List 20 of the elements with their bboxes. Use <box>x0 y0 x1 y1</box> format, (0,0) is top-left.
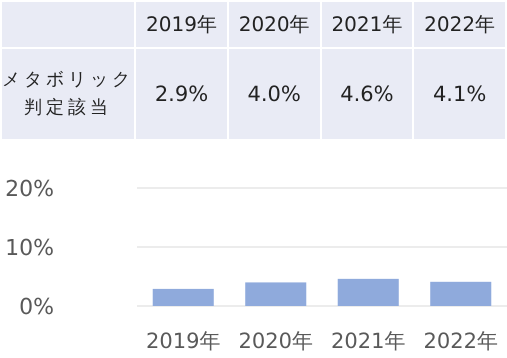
bar <box>338 278 399 306</box>
y-tick-label: 0% <box>19 295 54 320</box>
data-label: 2.9% <box>135 48 228 140</box>
category-label: 2022年 <box>424 12 496 36</box>
text: メタボリック判定該当 <box>1 48 136 140</box>
y-tick-label: 10% <box>5 236 54 261</box>
x-tick-label: 2022年 <box>424 329 498 353</box>
category-label: 2019年 <box>146 12 217 36</box>
data-label: 4.6% <box>320 48 414 140</box>
y-tick-label: 20% <box>5 177 54 202</box>
x-tick-label: 2020年 <box>238 329 313 353</box>
data-label: 4.0% <box>228 48 321 140</box>
x-tick-label: 2019年 <box>146 329 220 353</box>
category-label: 2020年 <box>238 12 310 36</box>
x-tick-label: 2021年 <box>331 329 406 353</box>
category-label: 2021年 <box>331 12 402 36</box>
bar <box>430 282 492 306</box>
bar <box>152 288 214 306</box>
bar <box>245 282 306 306</box>
data-label: 4.1% <box>413 48 506 140</box>
